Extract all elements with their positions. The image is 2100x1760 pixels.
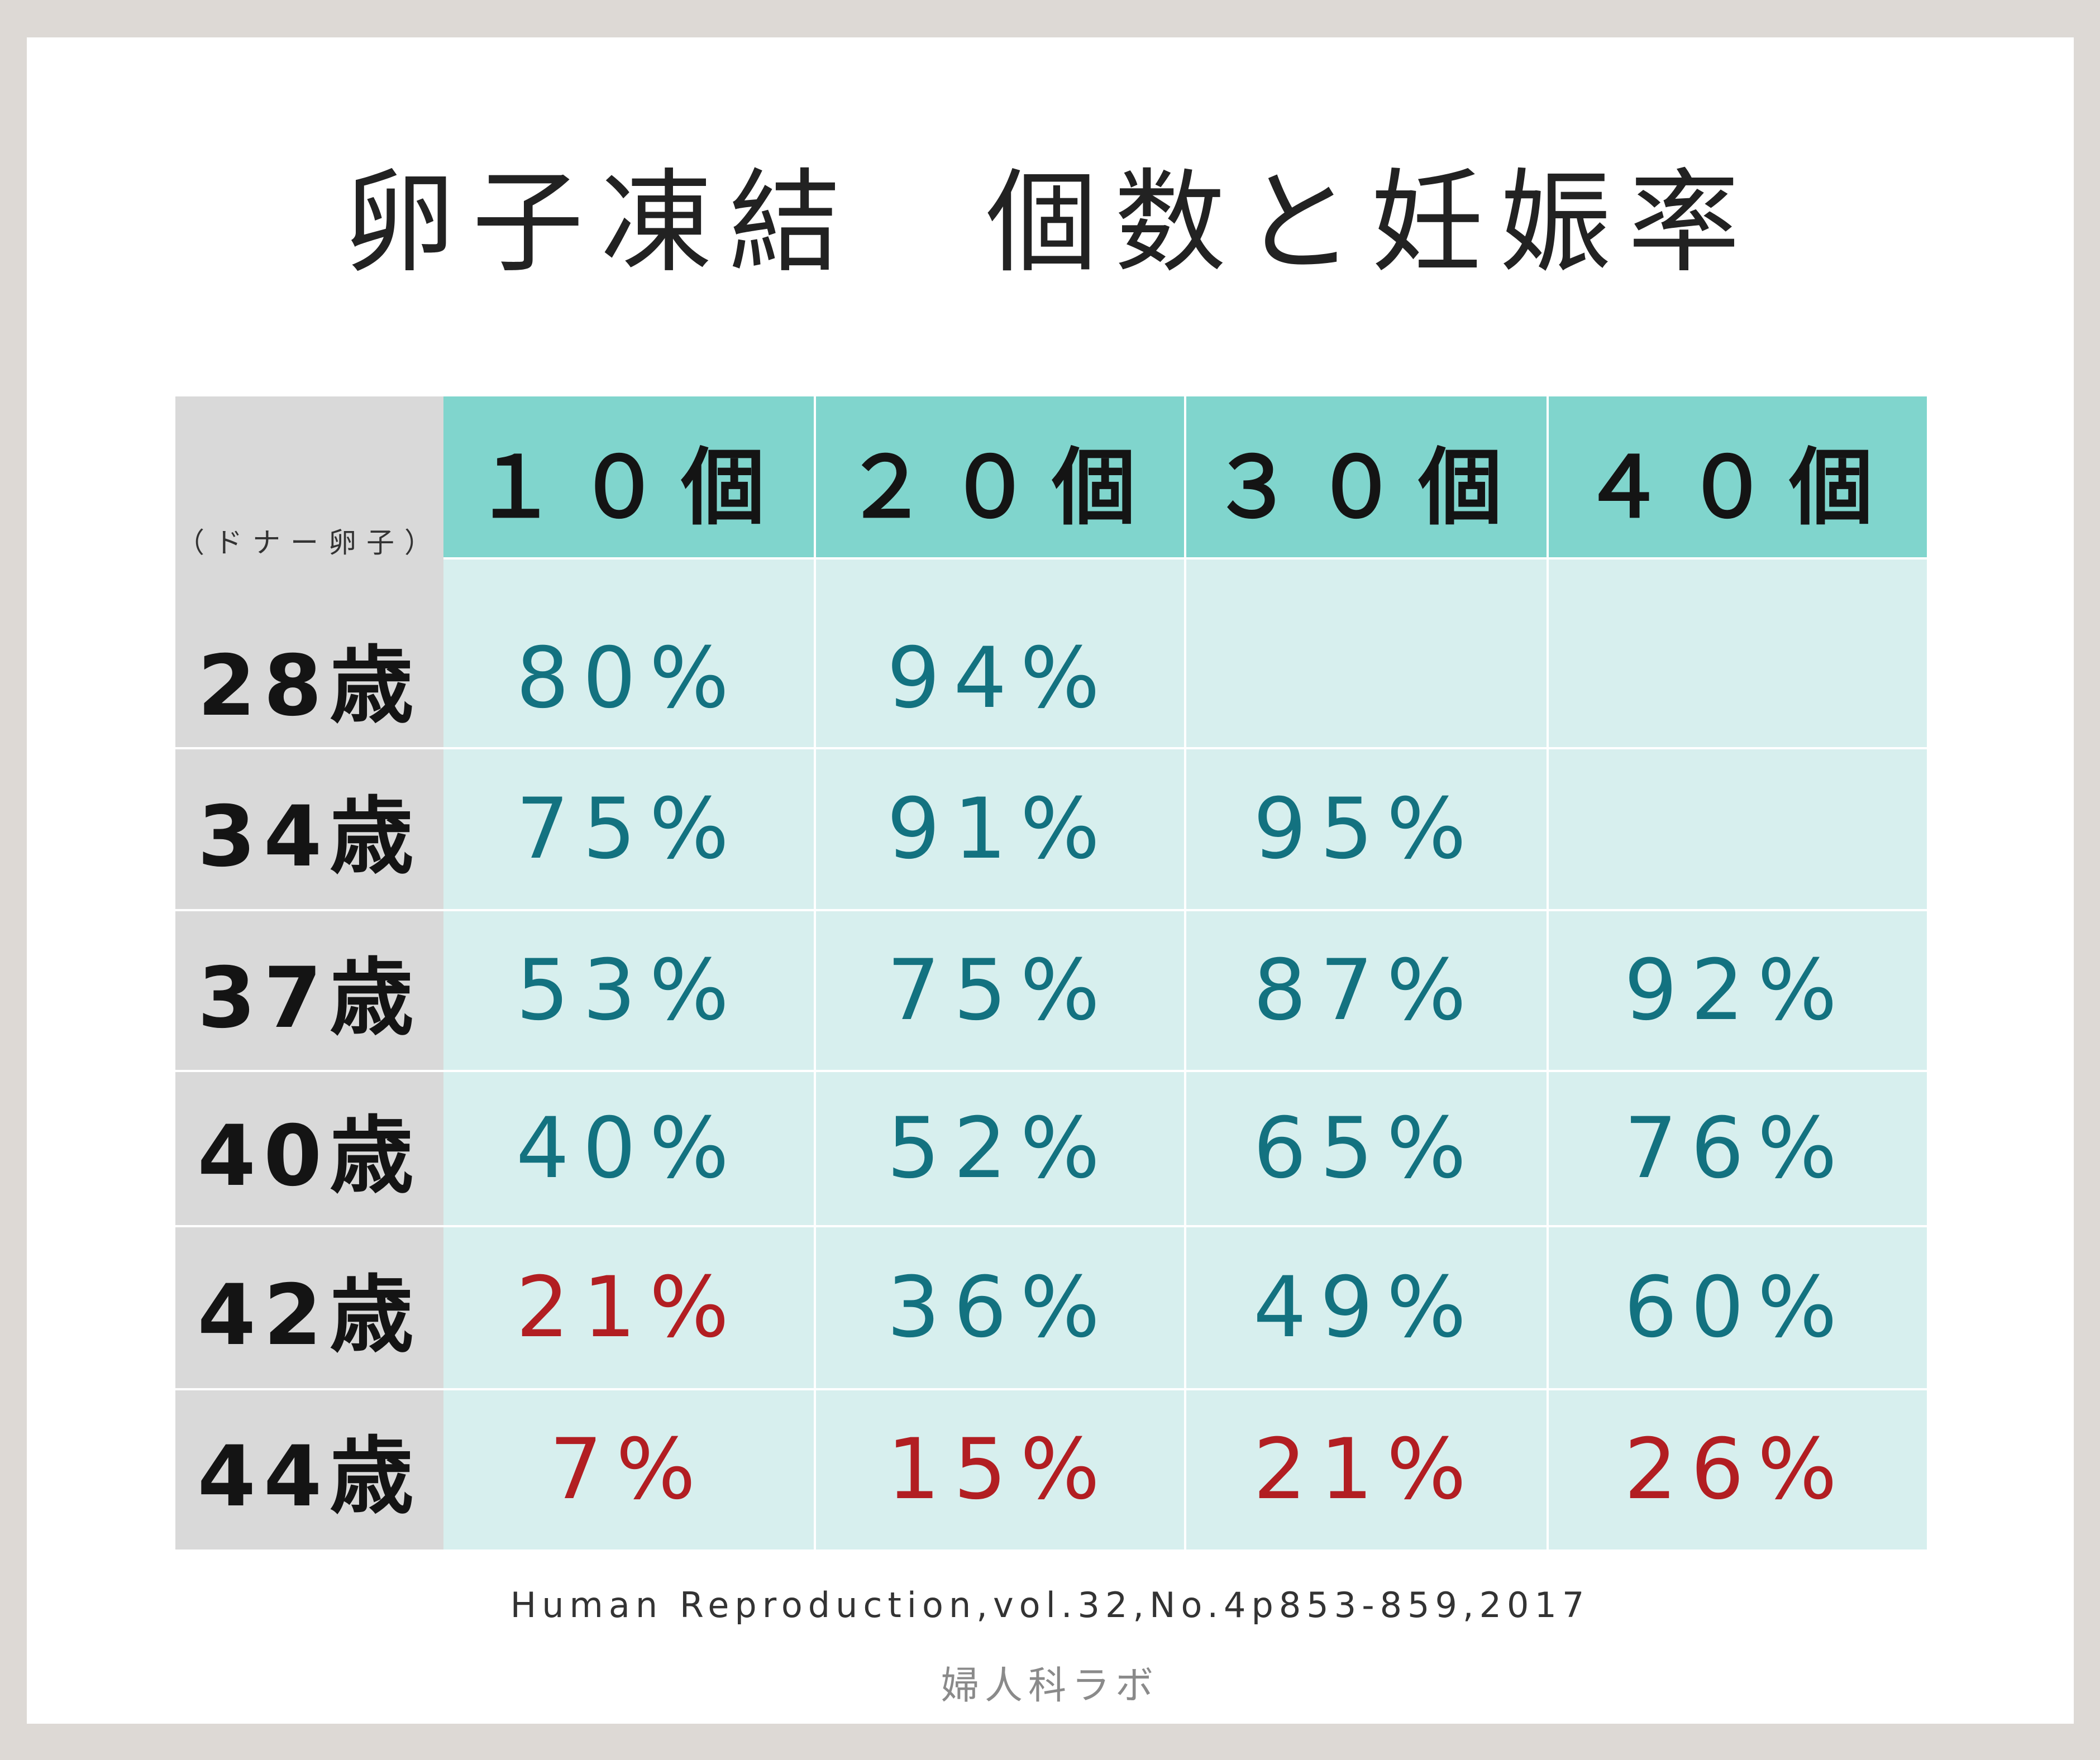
corner-cell: [175, 396, 443, 558]
age-label-5: 42歳: [175, 1226, 443, 1389]
grid-line-vertical: [1184, 396, 1186, 1549]
grid-line-horizontal: [175, 747, 1927, 749]
column-header-3: ３０個: [1185, 396, 1548, 558]
age-label-1: 28歳: [175, 558, 443, 748]
rate-cell: 75%: [443, 748, 815, 910]
grid-line-vertical: [1547, 396, 1549, 1549]
rate-cell: 21%: [443, 1226, 815, 1389]
column-header-2: ２０個: [815, 396, 1185, 558]
rate-cell: 95%: [1185, 748, 1548, 910]
grid-line-horizontal: [443, 557, 1927, 559]
rate-cell: 52%: [815, 1071, 1185, 1226]
grid-line-vertical: [814, 396, 816, 1549]
age-label-3: 37歳: [175, 910, 443, 1071]
rate-cell: 21%: [1185, 1389, 1548, 1549]
rate-cell: 53%: [443, 910, 815, 1071]
column-header-4: ４０個: [1548, 396, 1927, 558]
rate-cell: 40%: [443, 1071, 815, 1226]
grid-line-horizontal: [175, 909, 1927, 911]
rate-cell: [1548, 558, 1927, 748]
grid-line-horizontal: [175, 1225, 1927, 1227]
age-label-4: 40歳: [175, 1071, 443, 1226]
rate-cell: 92%: [1548, 910, 1927, 1071]
rate-cell: 75%: [815, 910, 1185, 1071]
rate-cell: 65%: [1185, 1071, 1548, 1226]
grid-line-horizontal: [175, 1388, 1927, 1390]
rate-cell: 49%: [1185, 1226, 1548, 1389]
rate-cell: [1185, 558, 1548, 748]
rate-cell: 26%: [1548, 1389, 1927, 1549]
rate-cell: 87%: [1185, 910, 1548, 1071]
age-label-2: 34歳: [175, 748, 443, 910]
rate-cell: 36%: [815, 1226, 1185, 1389]
page-title: 卵子凍結 個数と妊娠率: [343, 158, 1757, 288]
donor-egg-note: （ドナー卵子）: [176, 527, 442, 559]
rate-cell: 76%: [1548, 1071, 1927, 1226]
grid-line-horizontal: [175, 1070, 1927, 1072]
rate-cell: 15%: [815, 1389, 1185, 1549]
age-label-6: 44歳: [175, 1389, 443, 1549]
rate-cell: 7%: [443, 1389, 815, 1549]
column-header-1: １０個: [443, 396, 815, 558]
rate-cell: 60%: [1548, 1226, 1927, 1389]
brand-logo-text: 婦人科ラボ: [941, 1664, 1159, 1708]
rate-cell: 94%: [815, 558, 1185, 748]
rate-cell: [1548, 748, 1927, 910]
rate-cell: 91%: [815, 748, 1185, 910]
rate-cell: 80%: [443, 558, 815, 748]
pregnancy-rate-table: （ドナー卵子） １０個 ２０個 ３０個 ４０個 28歳 80% 94% 34歳 75% 91% 95…: [175, 396, 1927, 1549]
citation: Human Reproduction,vol.32,No.4p853-859,2…: [510, 1585, 1590, 1625]
